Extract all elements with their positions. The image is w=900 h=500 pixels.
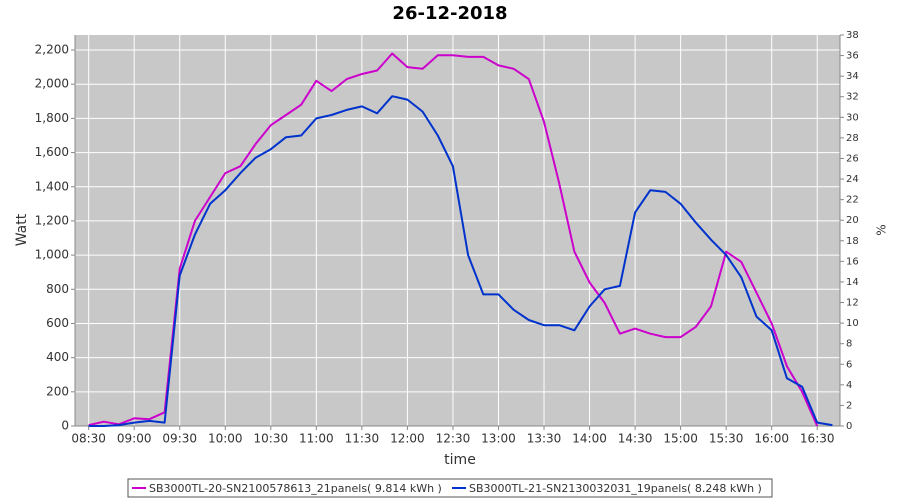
legend <box>127 478 773 498</box>
y2-tick-label: 28 <box>846 133 859 144</box>
legend-label: SB3000TL-20-SN2100578613_21panels( 9.814… <box>149 482 442 495</box>
chart-title: 26-12-2018 <box>392 3 507 24</box>
x-tick-label: 15:30 <box>709 432 744 446</box>
y2-tick-label: 20 <box>846 215 859 226</box>
y-tick-label: 2,000 <box>35 77 69 91</box>
y2-tick-label: 36 <box>846 51 859 62</box>
series-line <box>88 52 819 427</box>
x-tick-label: 12:30 <box>436 432 471 446</box>
x-tick-label: 11:00 <box>299 432 334 446</box>
y-tick-label: 0 <box>61 419 69 433</box>
y2-tick-label: 16 <box>846 256 859 267</box>
y2-tick-label: 4 <box>846 380 852 391</box>
y-axis-label: Watt <box>14 213 30 246</box>
y2-tick-label: 0 <box>846 421 852 432</box>
series-line <box>88 95 833 427</box>
y-tick-label: 400 <box>46 350 69 364</box>
y-tick-label: 1,800 <box>35 111 69 125</box>
y2-tick-label: 32 <box>846 92 859 103</box>
y2-tick-label: 34 <box>846 71 859 82</box>
y2-tick-label: 26 <box>846 153 859 164</box>
y2-tick-label: 22 <box>846 195 859 206</box>
x-tick-label: 15:00 <box>663 432 698 446</box>
x-axis-label: time <box>444 452 476 468</box>
x-tick-label: 09:00 <box>117 432 152 446</box>
y2-tick-label: 10 <box>846 318 859 329</box>
legend-label: SB3000TL-21-SN2130032031_19panels( 8.248… <box>469 482 762 495</box>
x-tick-label: 14:00 <box>572 432 607 446</box>
y2-tick-label: 2 <box>846 400 852 411</box>
y-tick-label: 800 <box>46 282 69 296</box>
x-tick-label: 16:30 <box>800 432 835 446</box>
x-tick-label: 16:00 <box>754 432 789 446</box>
x-tick-label: 10:30 <box>254 432 289 446</box>
x-tick-label: 08:30 <box>71 432 106 446</box>
x-tick-label: 09:30 <box>162 432 197 446</box>
y2-tick-label: 30 <box>846 112 859 123</box>
y2-tick-label: 38 <box>846 30 859 41</box>
plot-area <box>75 35 840 426</box>
y2-tick-label: 12 <box>846 298 859 309</box>
x-tick-label: 11:30 <box>345 432 380 446</box>
y-tick-label: 1,600 <box>35 145 69 159</box>
y2-tick-label: 18 <box>846 236 859 247</box>
y2-tick-label: 8 <box>846 339 852 350</box>
x-tick-label: 13:00 <box>481 432 516 446</box>
y-tick-label: 1,400 <box>35 179 69 193</box>
y2-tick-label: 14 <box>846 277 859 288</box>
y-tick-label: 2,200 <box>35 43 69 57</box>
y-tick-label: 1,200 <box>35 213 69 227</box>
y-tick-label: 600 <box>46 316 69 330</box>
x-tick-label: 10:00 <box>208 432 243 446</box>
x-tick-label: 14:30 <box>618 432 653 446</box>
y2-tick-label: 6 <box>846 359 852 370</box>
y-tick-label: 1,000 <box>35 248 69 262</box>
x-tick-label: 12:00 <box>390 432 425 446</box>
y2-axis-label: % <box>875 224 889 235</box>
x-tick-label: 13:30 <box>527 432 562 446</box>
y2-tick-label: 24 <box>846 174 859 185</box>
y-tick-label: 200 <box>46 384 69 398</box>
